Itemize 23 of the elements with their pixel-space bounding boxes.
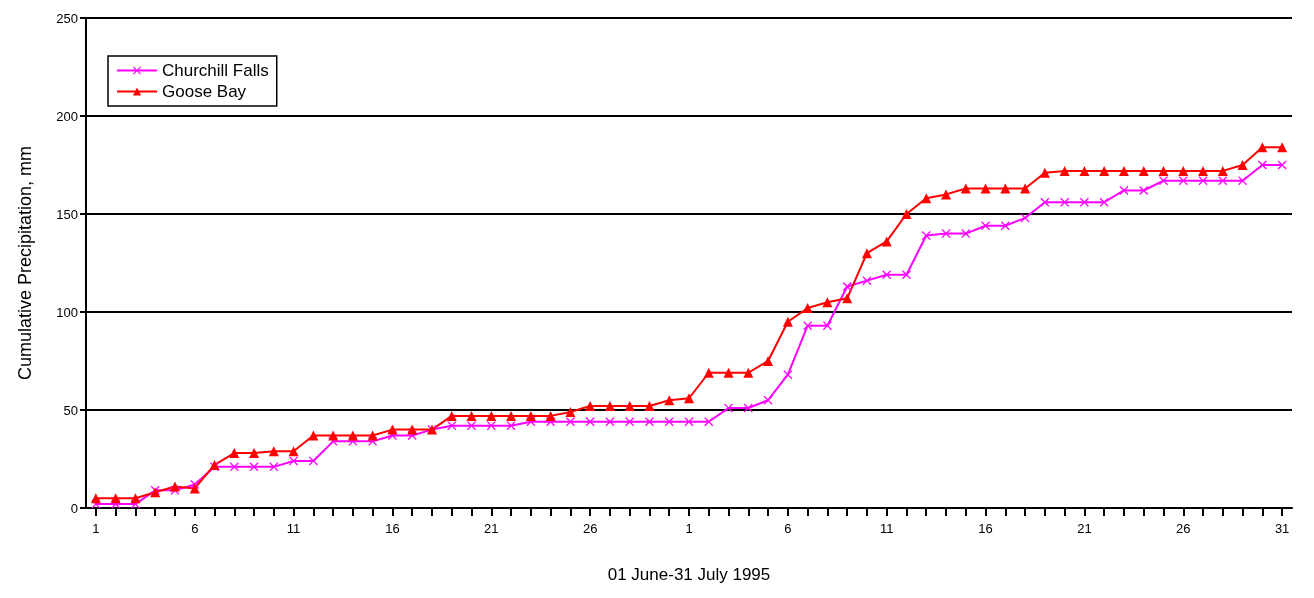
legend-label: Churchill Falls [162, 61, 269, 80]
x-tick-label: 21 [1077, 521, 1092, 536]
y-tick-label: 0 [70, 500, 78, 516]
x-tick-label: 26 [1176, 521, 1191, 536]
x-tick-label: 6 [191, 521, 199, 536]
x-axis-title: 01 June-31 July 1995 [607, 565, 771, 584]
y-tick-label: 50 [63, 402, 78, 418]
y-tick-label: 200 [56, 108, 78, 124]
x-tick-label: 31 [1274, 521, 1290, 536]
y-tick-label: 250 [56, 10, 78, 26]
x-tick-label: 1 [685, 521, 693, 536]
x-tick-label: 26 [582, 521, 598, 536]
x-tick-label: 16 [385, 521, 400, 536]
x-tick-label: 11 [286, 521, 301, 536]
x-tick-label: 21 [484, 521, 499, 536]
y-tick-label: 100 [56, 304, 78, 320]
x-tick-label: 16 [978, 521, 993, 536]
x-tick-label: 1 [92, 521, 100, 536]
x-tick-label: 6 [784, 521, 792, 536]
y-tick-label: 150 [56, 206, 78, 222]
x-tick-label: 11 [879, 521, 894, 536]
legend-label: Goose Bay [162, 82, 247, 101]
y-axis-title: Cumulative Precipitation, mm [15, 145, 35, 381]
